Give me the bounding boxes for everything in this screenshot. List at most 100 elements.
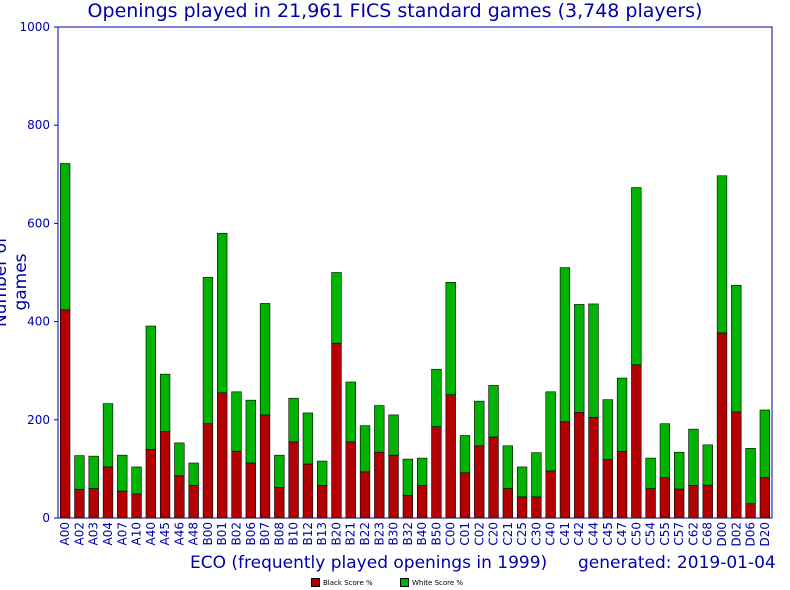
bar-white-score: [659, 423, 671, 479]
x-tick-label: C40: [544, 522, 558, 546]
bar-white-score: [459, 435, 471, 474]
x-tick-label: C54: [644, 522, 658, 546]
y-axis-label: Number of games: [0, 236, 31, 328]
bar-black-score: [174, 475, 185, 519]
bar-white-score: [259, 303, 271, 416]
bar-black-score: [445, 394, 456, 519]
bar-white-score: [202, 277, 214, 425]
x-tick-label: B08: [272, 522, 286, 546]
bar-white-score: [416, 457, 428, 486]
bar-black-score: [574, 412, 585, 519]
bar-black-score: [745, 503, 756, 519]
generated-date: generated: 2019-01-04: [578, 553, 776, 573]
bar-black-score: [374, 451, 385, 519]
bar-black-score: [674, 488, 685, 519]
x-tick-label: C25: [515, 522, 529, 546]
legend-label-black: Black Score %: [323, 578, 373, 587]
bar-black-score: [402, 495, 414, 519]
bar-white-score: [145, 325, 156, 450]
bar-white-score: [131, 466, 142, 495]
x-tick-label: D06: [744, 522, 758, 547]
x-tick-label: A45: [158, 522, 172, 545]
bar-white-score: [559, 267, 571, 423]
bar-black-score: [645, 488, 656, 519]
bar-white-score: [188, 462, 199, 486]
x-axis-label: ECO (frequently played openings in 1999): [190, 553, 548, 573]
bar-black-score: [616, 450, 628, 519]
bar-white-score: [302, 412, 314, 465]
x-tick-label: B00: [201, 522, 215, 546]
x-tick-label: A40: [144, 522, 158, 545]
bar-white-score: [731, 284, 742, 413]
bar-white-score: [616, 377, 628, 452]
x-tick-label: C20: [487, 522, 501, 546]
x-tick-label: B40: [415, 522, 429, 546]
x-tick-label: C00: [444, 522, 458, 546]
x-tick-label: B20: [329, 522, 343, 546]
x-tick-label: C47: [615, 522, 629, 546]
bar-black-score: [159, 431, 171, 519]
bar-black-score: [474, 445, 485, 519]
y-tick-label: 600: [27, 216, 50, 230]
bar-white-score: [402, 458, 414, 496]
x-tick-label: C01: [458, 522, 472, 546]
bar-black-score: [74, 489, 85, 519]
legend-swatch-black: [311, 578, 320, 587]
y-tick-label: 200: [27, 413, 50, 427]
bar-white-score: [331, 272, 342, 344]
bar-black-score: [731, 411, 742, 519]
x-tick-label: C62: [686, 522, 700, 546]
bar-black-score: [245, 462, 256, 519]
legend: Black Score % White Score %: [0, 578, 790, 590]
bar-black-score: [459, 472, 471, 519]
legend-item-white: White Score %: [400, 578, 463, 587]
bar-black-score: [102, 466, 114, 519]
x-tick-label: B22: [358, 522, 372, 546]
bar-white-score: [274, 454, 285, 488]
bar-white-score: [88, 455, 99, 489]
bar-white-score: [317, 460, 328, 486]
bar-black-score: [416, 485, 428, 519]
x-tick-label: B10: [287, 522, 301, 546]
bar-black-score: [288, 441, 299, 519]
x-tick-label: C50: [629, 522, 643, 546]
x-tick-label: B07: [258, 522, 272, 546]
x-tick-label: C21: [501, 522, 515, 546]
bar-white-score: [645, 457, 656, 489]
bar-black-score: [145, 448, 156, 519]
x-tick-label: A48: [187, 522, 201, 545]
x-tick-label: A00: [58, 522, 72, 545]
bar-white-score: [574, 304, 585, 413]
chart-title: Openings played in 21,961 FICS standard …: [87, 0, 703, 22]
bar-white-score: [688, 428, 699, 486]
bar-white-score: [431, 368, 442, 427]
bar-black-score: [217, 392, 228, 519]
y-tick-label: 1000: [19, 20, 50, 34]
x-tick-label: C45: [601, 522, 615, 546]
x-tick-label: D02: [729, 522, 743, 547]
x-tick-label: B13: [315, 522, 329, 546]
bar-white-score: [516, 466, 528, 498]
x-tick-label: C41: [558, 522, 572, 546]
x-tick-label: B32: [401, 522, 415, 546]
bar-black-score: [488, 436, 499, 519]
x-tick-label: C57: [672, 522, 686, 546]
bar-black-score: [345, 441, 356, 519]
bar-white-score: [359, 425, 371, 473]
bar-black-score: [117, 490, 128, 519]
bar-black-score: [588, 417, 599, 519]
bar-black-score: [274, 487, 285, 519]
bar-black-score: [88, 488, 99, 519]
bar-white-score: [702, 444, 713, 486]
bar-black-score: [602, 459, 613, 519]
bar-black-score: [131, 493, 142, 519]
x-tick-label: A03: [87, 522, 101, 545]
legend-swatch-white: [400, 578, 409, 587]
bar-white-score: [288, 397, 299, 443]
plot-frame: [57, 26, 773, 519]
x-tick-label: B02: [230, 522, 244, 546]
bar-white-score: [217, 232, 228, 394]
x-tick-label: A07: [115, 522, 129, 545]
bar-black-score: [759, 477, 771, 519]
